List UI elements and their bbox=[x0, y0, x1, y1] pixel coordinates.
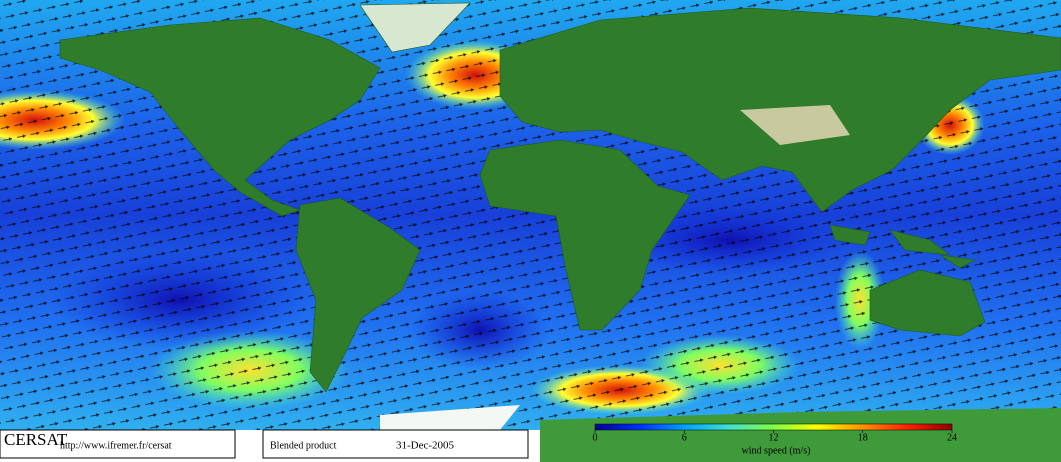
date: 31-Dec-2005 bbox=[396, 440, 455, 452]
colorbar-label: wind speed (m/s) bbox=[742, 445, 811, 456]
colorbar-bar bbox=[594, 423, 953, 431]
product-box bbox=[262, 429, 529, 459]
colorbar-tick-label: 6 bbox=[682, 432, 687, 443]
colorbar-tick-label: 24 bbox=[947, 432, 957, 443]
colorbar-tick-label: 18 bbox=[858, 432, 868, 443]
url: http://www.ifremer.fr/cersat bbox=[60, 440, 172, 451]
product: Blended product bbox=[270, 440, 337, 451]
colorbar: wind speed (m/s) 0 6 12 18 24 bbox=[593, 423, 957, 456]
colorbar-tick-label: 0 bbox=[593, 432, 598, 443]
land bbox=[59, 2, 1061, 462]
footer: CERSAT http://www.ifremer.fr/cersat Blen… bbox=[0, 429, 529, 459]
logo: CERSAT bbox=[4, 430, 68, 449]
logo-box bbox=[0, 429, 236, 459]
colorbar-tick-label: 12 bbox=[769, 432, 779, 443]
